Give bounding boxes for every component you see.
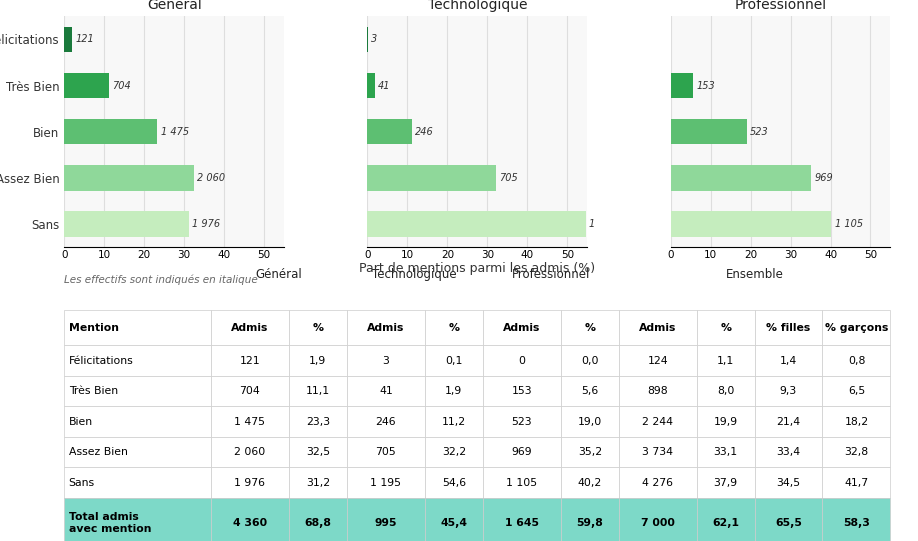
Text: 121: 121: [75, 35, 94, 44]
Bar: [367, 119, 412, 144]
Text: 1 105: 1 105: [834, 219, 863, 229]
Text: Professionnel: Professionnel: [511, 268, 589, 281]
Text: 705: 705: [499, 173, 518, 183]
Text: 153: 153: [696, 81, 715, 90]
Text: Général: Général: [255, 268, 302, 281]
Text: Technologique: Technologique: [373, 268, 457, 281]
Bar: [64, 212, 189, 236]
Bar: [367, 73, 375, 98]
Title: Professionnel: Professionnel: [734, 0, 826, 12]
Text: 246: 246: [416, 127, 434, 137]
Text: 1 475: 1 475: [161, 127, 189, 137]
Text: 2 060: 2 060: [197, 173, 226, 183]
Text: 3: 3: [371, 35, 377, 44]
Text: 41: 41: [378, 81, 391, 90]
Text: 523: 523: [750, 127, 768, 137]
Bar: [367, 165, 496, 190]
Bar: [367, 212, 586, 236]
Bar: [671, 165, 812, 190]
Bar: [64, 27, 72, 52]
Title: Technologique: Technologique: [428, 0, 527, 12]
Text: Les effectifs sont indiqués en italique: Les effectifs sont indiqués en italique: [64, 274, 258, 285]
Text: 1 976: 1 976: [192, 219, 220, 229]
Bar: [64, 119, 157, 144]
Bar: [64, 73, 108, 98]
Bar: [671, 212, 832, 236]
Text: Ensemble: Ensemble: [725, 268, 783, 281]
Text: Part de mentions parmi les admis (%): Part de mentions parmi les admis (%): [359, 262, 596, 275]
Title: Général: Général: [147, 0, 202, 12]
Bar: [64, 165, 194, 190]
Bar: [671, 119, 746, 144]
Text: 1: 1: [588, 219, 595, 229]
Text: 704: 704: [112, 81, 130, 90]
Bar: [671, 73, 693, 98]
Text: 969: 969: [814, 173, 834, 183]
